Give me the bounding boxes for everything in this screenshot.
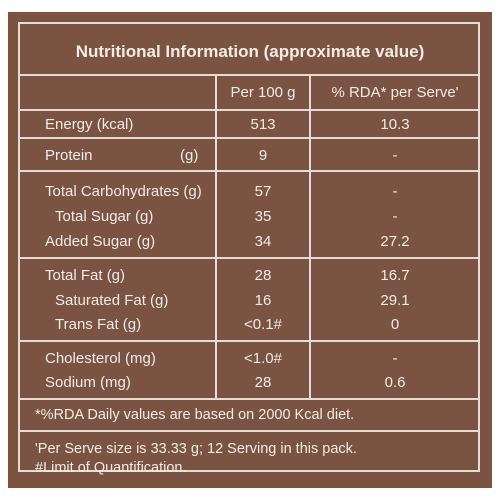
header-rda-per-serve: % RDA* per Serve' (331, 84, 459, 101)
value-saturated-fat-rda: 29.1 (380, 292, 410, 309)
row-label-added-sugar: Added Sugar (g) (45, 233, 156, 250)
rule (18, 257, 480, 259)
row-label-protein: Protein (45, 147, 93, 164)
value-protein-rda: - (392, 147, 398, 164)
value-added-sugar-rda: 27.2 (380, 233, 410, 250)
value-added-sugar-per100: 34 (254, 233, 272, 250)
value-carbohydrates-rda: - (392, 183, 398, 200)
rule (18, 74, 480, 76)
header-per-100g: Per 100 g (230, 84, 296, 101)
row-unit-protein: (g) (180, 147, 199, 164)
value-saturated-fat-per100: 16 (254, 292, 272, 309)
row-label-trans-fat: Trans Fat (g) (55, 316, 142, 333)
row-label-carbohydrates: Total Carbohydrates (g) (45, 183, 202, 200)
value-energy-rda: 10.3 (380, 116, 410, 133)
value-trans-fat-per100: <0.1# (244, 316, 282, 333)
value-trans-fat-rda: 0 (390, 316, 400, 333)
table-title: Nutritional Information (approximate val… (75, 42, 425, 61)
column-divider (215, 74, 217, 400)
value-sodium-per100: 28 (254, 374, 272, 391)
row-label-saturated-fat: Saturated Fat (g) (55, 292, 169, 309)
column-divider (309, 74, 311, 400)
row-label-total-sugar: Total Sugar (g) (55, 208, 154, 225)
value-cholesterol-per100: <1.0# (244, 350, 282, 367)
row-label-total-fat: Total Fat (g) (45, 267, 126, 284)
value-energy-per100: 513 (250, 116, 276, 133)
value-total-fat-per100: 28 (254, 267, 272, 284)
value-carbohydrates-per100: 57 (254, 183, 272, 200)
value-total-fat-rda: 16.7 (380, 267, 410, 284)
value-total-sugar-per100: 35 (254, 208, 272, 225)
value-protein-per100: 9 (258, 147, 268, 164)
table-frame (18, 22, 480, 472)
value-cholesterol-rda: - (392, 350, 398, 367)
row-label-cholesterol: Cholesterol (mg) (45, 350, 156, 367)
value-total-sugar-rda: - (392, 208, 398, 225)
rule (18, 398, 480, 400)
row-label-sodium: Sodium (mg) (45, 374, 131, 391)
value-sodium-rda: 0.6 (384, 374, 406, 391)
label-background (8, 12, 492, 488)
footnote-rda: *%RDA Daily values are based on 2000 Kca… (35, 407, 355, 423)
footnote-limit: #Limit of Quantification. (35, 460, 187, 476)
rule (18, 109, 480, 111)
rule (18, 430, 480, 432)
footnote-serve-size: 'Per Serve size is 33.33 g; 12 Serving i… (35, 441, 357, 457)
rule (18, 137, 480, 139)
rule (18, 340, 480, 342)
row-label-energy: Energy (kcal) (45, 116, 134, 133)
rule (18, 170, 480, 172)
